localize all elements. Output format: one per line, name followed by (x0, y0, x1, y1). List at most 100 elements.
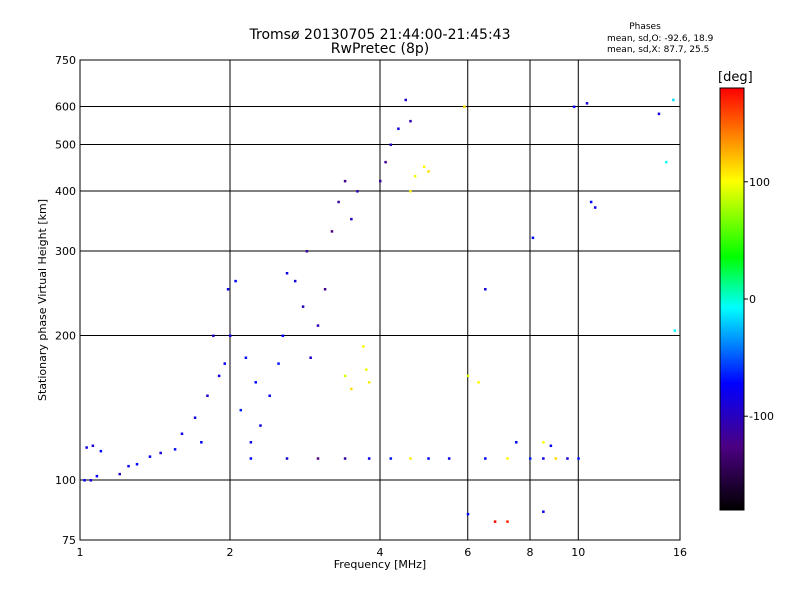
data-point (293, 279, 297, 283)
data-point (542, 441, 545, 444)
data-point (193, 416, 197, 419)
data-point (173, 448, 177, 451)
data-point (259, 424, 262, 427)
y-tick-label: 400 (55, 185, 76, 198)
data-point (384, 160, 387, 164)
chart-subtitle: RwPretec (8p) (330, 41, 430, 57)
data-point (343, 457, 347, 460)
stats-line-x: mean, sd,X: 87.7, 25.5 (607, 45, 710, 55)
data-point (397, 127, 400, 130)
x-tick-label: 16 (673, 546, 687, 559)
y-tick-label: 200 (55, 330, 76, 343)
data-point (466, 512, 470, 516)
data-point (389, 457, 393, 460)
data-point (285, 271, 289, 275)
colorbar-tick-label: 100 (749, 176, 770, 189)
data-point (585, 102, 589, 105)
data-point (309, 356, 312, 359)
stats-heading: Phases (629, 22, 661, 32)
data-point (305, 250, 309, 253)
data-point (593, 206, 597, 209)
data-point (343, 374, 347, 378)
data-point (281, 334, 285, 338)
data-point (316, 324, 320, 327)
plot-frame (79, 59, 681, 541)
data-point (356, 190, 359, 193)
data-point (249, 457, 253, 460)
data-point (301, 305, 305, 308)
data-point (223, 362, 227, 365)
data-point (254, 381, 257, 384)
colorbar-tick-label: 0 (749, 293, 756, 306)
data-point (577, 457, 580, 460)
x-axis-label: Frequency [MHz] (334, 558, 426, 571)
y-tick-label: 750 (55, 54, 76, 67)
data-point (477, 381, 480, 384)
data-point (493, 520, 497, 523)
data-point (529, 457, 532, 460)
data-points (83, 98, 677, 523)
data-point (212, 334, 215, 338)
data-point (277, 362, 280, 365)
data-point (379, 179, 382, 183)
data-point (159, 451, 162, 455)
data-point (323, 288, 327, 291)
data-point (367, 457, 371, 460)
x-tick-label: 10 (571, 546, 585, 559)
data-point (549, 444, 553, 448)
colorbar-ticks: 100 0 -100 (744, 176, 774, 423)
x-tick-label: 4 (377, 546, 384, 559)
data-point (389, 143, 393, 147)
x-tick-label: 8 (527, 546, 534, 559)
data-point (343, 179, 347, 183)
data-point (365, 368, 368, 371)
colorbar-tick-label: -100 (749, 410, 774, 423)
y-tick-label: 75 (62, 534, 76, 547)
x-tick-label: 2 (227, 546, 234, 559)
x-tick-label: 1 (77, 546, 84, 559)
data-point (413, 174, 417, 178)
y-tick-label: 300 (55, 245, 76, 258)
data-point (285, 457, 289, 460)
data-point (673, 329, 677, 332)
data-point (99, 449, 103, 453)
data-point (367, 381, 371, 384)
data-point (337, 200, 340, 204)
data-point (466, 374, 470, 378)
data-point (404, 98, 407, 102)
stats-line-o: mean, sd,O: -92.6, 18.9 (607, 34, 714, 44)
data-point (427, 170, 430, 173)
data-point (589, 200, 593, 204)
data-point (515, 441, 518, 444)
data-point (244, 356, 248, 359)
data-point (226, 288, 230, 291)
data-point (542, 457, 545, 460)
data-point (463, 105, 466, 109)
y-tick-label: 100 (55, 474, 76, 487)
data-point (484, 457, 487, 460)
data-point (506, 520, 509, 523)
data-point (268, 394, 271, 398)
data-point (665, 160, 668, 164)
data-point (672, 98, 675, 102)
data-point (206, 394, 209, 398)
data-point (531, 236, 535, 240)
data-point (350, 387, 353, 391)
data-point (409, 457, 412, 460)
data-point (316, 457, 320, 460)
data-point (148, 455, 152, 458)
data-point (566, 457, 569, 460)
colorbar-unit-label: [deg] (718, 70, 753, 85)
chart-title: Tromsø 20130705 21:44:00-21:45:43 (249, 27, 511, 43)
data-point (409, 190, 412, 193)
data-point (135, 462, 139, 466)
data-point (506, 457, 509, 460)
data-point (350, 217, 353, 221)
data-point (95, 474, 99, 478)
data-point (91, 444, 95, 448)
data-point (422, 165, 426, 168)
y-tick-label: 600 (55, 101, 76, 114)
data-point (484, 288, 487, 291)
data-point (229, 334, 232, 338)
